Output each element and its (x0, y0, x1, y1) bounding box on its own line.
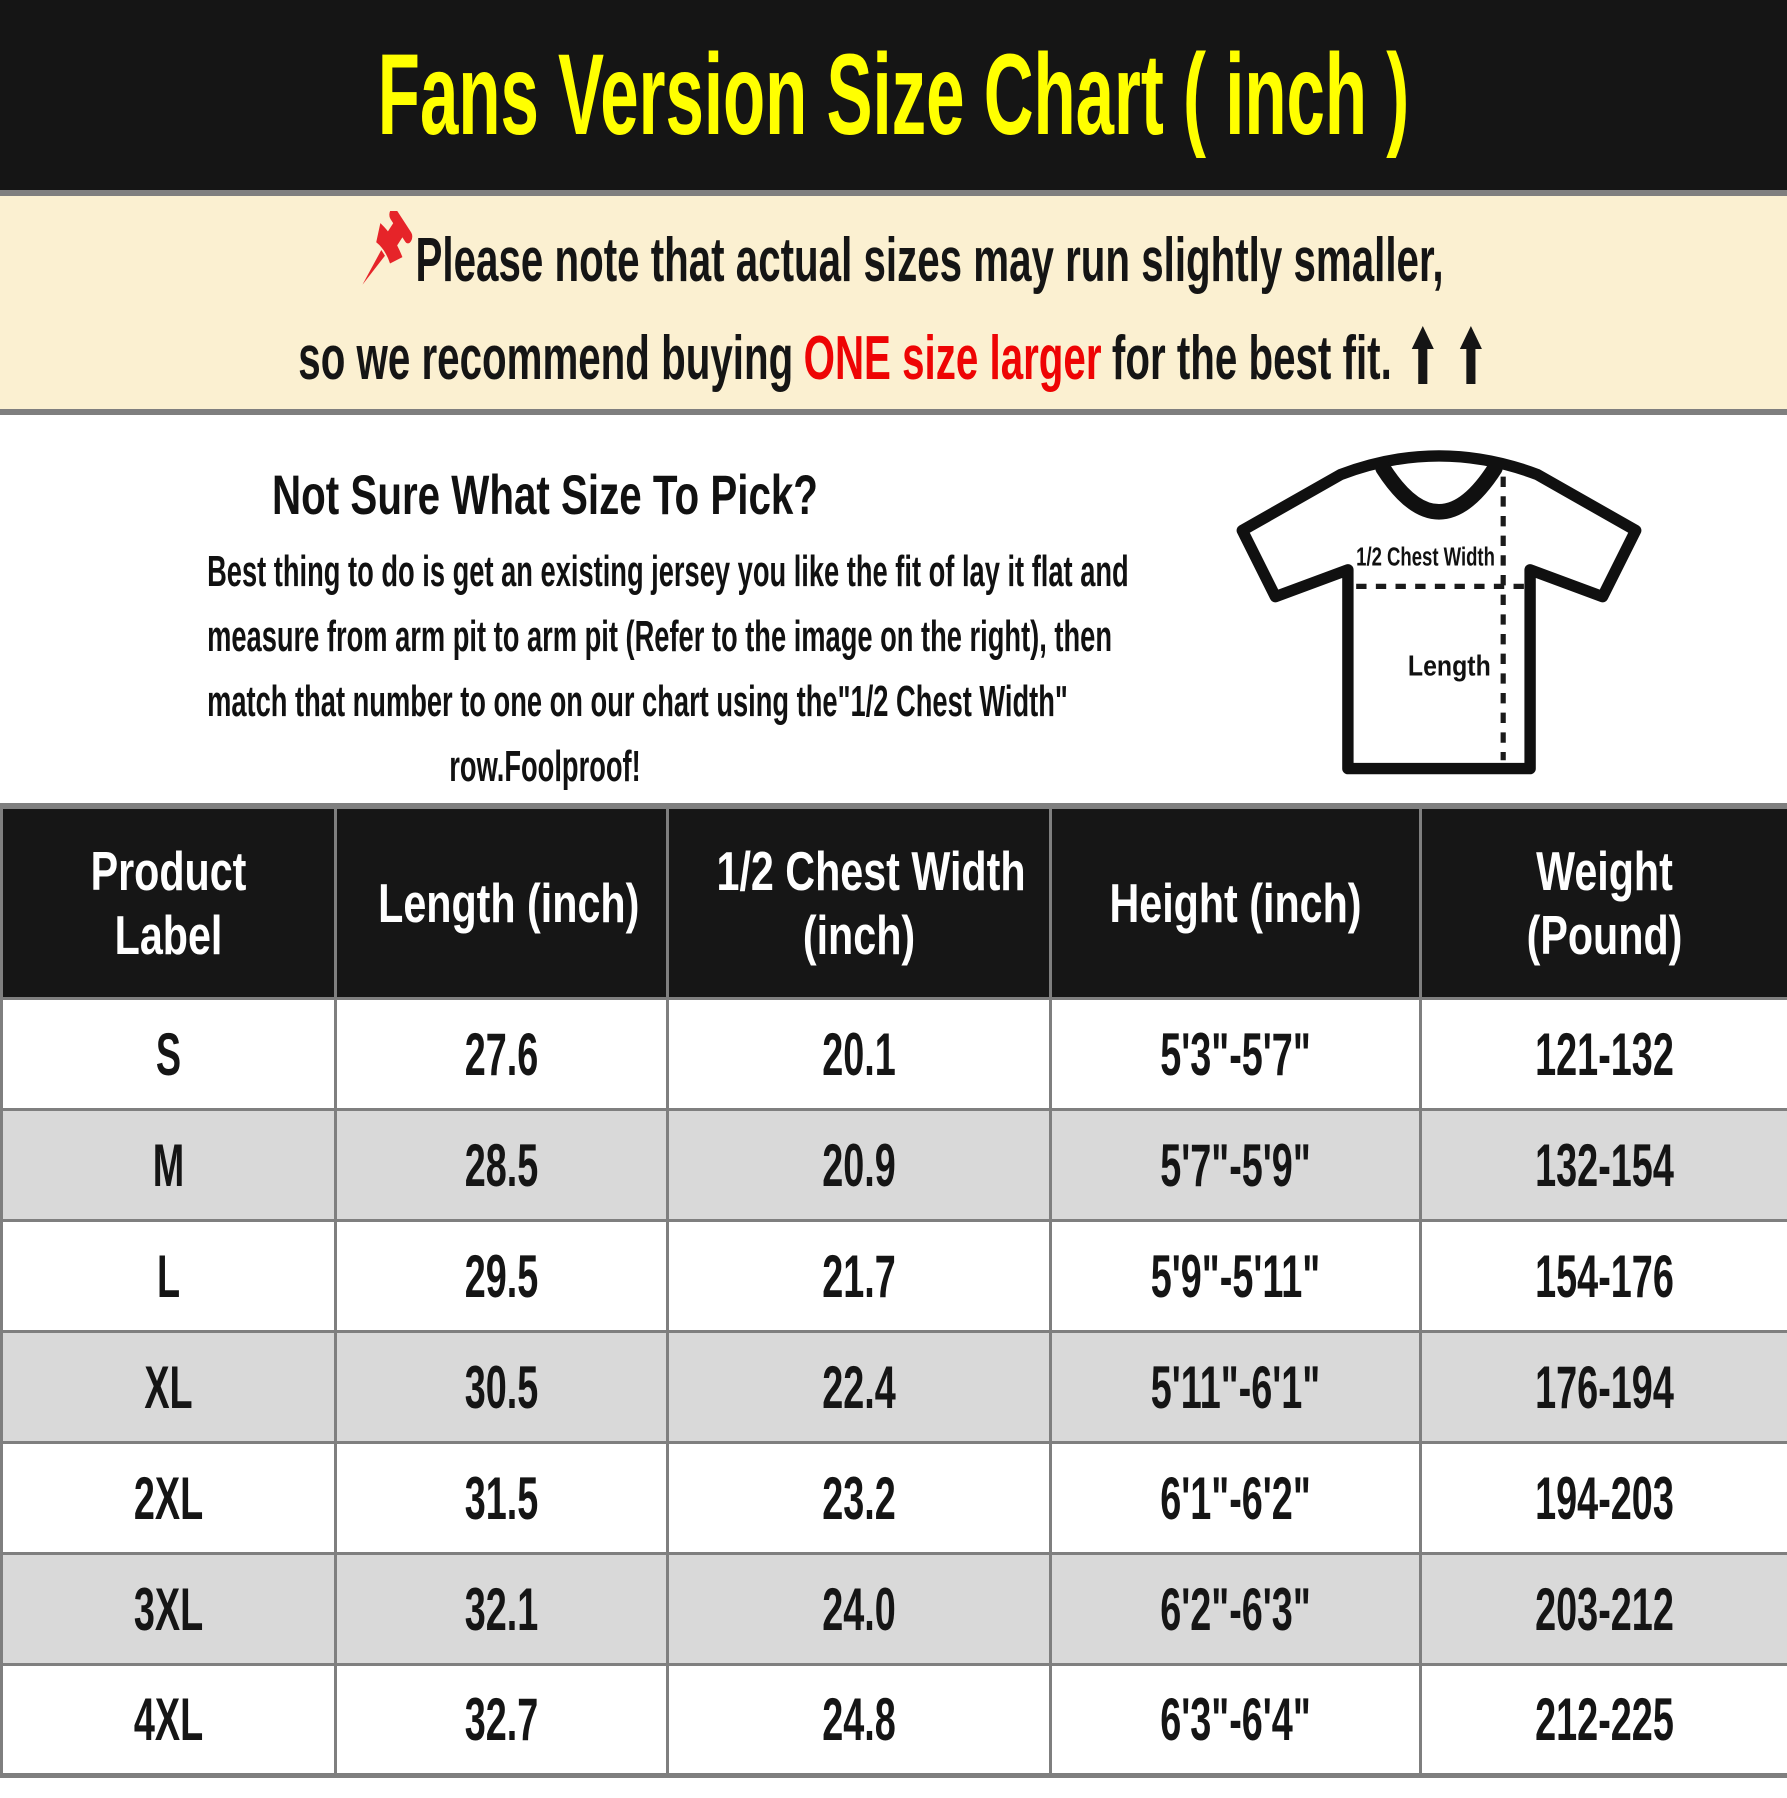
cell-length: 32.7 (334, 1663, 669, 1777)
cell-length: 27.6 (334, 997, 669, 1111)
separator (0, 190, 1787, 196)
cell-size-label: XL (0, 1330, 337, 1444)
cell-half-chest: 23.2 (666, 1441, 1052, 1555)
cell-length: 30.5 (334, 1330, 669, 1444)
separator (0, 803, 1787, 806)
pushpin-icon (362, 207, 412, 285)
note-line-2: so we recommend buying ONE size larger for… (299, 323, 1489, 394)
cell-height: 6'2"-6'3" (1049, 1552, 1422, 1666)
cell-half-chest: 24.0 (666, 1552, 1052, 1666)
header-line: (Pound) (1526, 904, 1683, 966)
table-row: S 27.6 20.1 5'3"-5'7" 121-132 (0, 997, 1787, 1111)
guide-text-block: Not Sure What Size To Pick? Best thing t… (0, 415, 1129, 803)
cell-height: 5'7"-5'9" (1049, 1108, 1422, 1222)
guide-line: Best thing to do is get an existing jers… (207, 547, 1129, 596)
cell-height: 5'3"-5'7" (1049, 997, 1422, 1111)
up-arrow-icon (1412, 326, 1435, 384)
guide-heading: Not Sure What Size To Pick? (272, 463, 818, 526)
cell-size-label: M (0, 1108, 337, 1222)
cell-length: 31.5 (334, 1441, 669, 1555)
header-line: Label (114, 904, 223, 966)
header-line: Product (90, 840, 247, 902)
guide-line: match that number to one on our chart us… (207, 677, 1068, 726)
col-header-length: Length (inch) (334, 806, 669, 1000)
cell-length: 29.5 (334, 1219, 669, 1333)
cell-length: 32.1 (334, 1552, 669, 1666)
guide-line: row.Foolproof! (449, 742, 641, 791)
note-banner: Please note that actual sizes may run sl… (0, 196, 1787, 409)
table-row: 4XL 32.7 24.8 6'3"-6'4" 212-225 (0, 1663, 1787, 1777)
length-label: Length (1407, 650, 1490, 682)
note-text-2-prefix: so we recommend buying (298, 324, 794, 393)
cell-half-chest: 22.4 (666, 1330, 1052, 1444)
table-row: L 29.5 21.7 5'9"-5'11" 154-176 (0, 1219, 1787, 1333)
table-header-row: Product Label Length (inch) 1/2 Chest Wi… (0, 806, 1787, 1000)
tshirt-outline (1236, 450, 1641, 775)
cell-length: 28.5 (334, 1108, 669, 1222)
cell-half-chest: 24.8 (666, 1663, 1052, 1777)
cell-weight: 203-212 (1419, 1552, 1787, 1666)
col-header-product-label: Product Label (0, 806, 337, 1000)
cell-size-label: 4XL (0, 1663, 337, 1777)
title-bar: Fans Version Size Chart ( inch ) (0, 0, 1787, 190)
cell-weight: 212-225 (1419, 1663, 1787, 1777)
up-arrow-icon (1460, 326, 1483, 384)
page-title: Fans Version Size Chart ( inch ) (377, 31, 1410, 159)
guide-diagram-block: 1/2 Chest Width Length (1090, 415, 1787, 803)
tshirt-measurement-diagram: 1/2 Chest Width Length (1236, 450, 1641, 775)
header-line: Height (inch) (1109, 872, 1362, 934)
note-text-2-suffix: for the best fit. (1112, 324, 1393, 393)
cell-height: 6'1"-6'2" (1049, 1441, 1422, 1555)
note-line-1: Please note that actual sizes may run sl… (344, 207, 1444, 297)
tshirt-collar (1374, 460, 1503, 520)
col-header-height: Height (inch) (1049, 806, 1422, 1000)
note-text-1: Please note that actual sizes may run sl… (415, 226, 1444, 295)
table-row: XL 30.5 22.4 5'11"-6'1" 176-194 (0, 1330, 1787, 1444)
size-guide-section: Not Sure What Size To Pick? Best thing t… (0, 415, 1787, 803)
table-row: 3XL 32.1 24.0 6'2"-6'3" 203-212 (0, 1552, 1787, 1666)
cell-size-label: 2XL (0, 1441, 337, 1555)
note-highlight: ONE size larger (803, 324, 1102, 393)
cell-height: 5'9"-5'11" (1049, 1219, 1422, 1333)
cell-size-label: L (0, 1219, 337, 1333)
cell-size-label: S (0, 997, 337, 1111)
cell-weight: 176-194 (1419, 1330, 1787, 1444)
size-chart-table: Product Label Length (inch) 1/2 Chest Wi… (0, 806, 1787, 1778)
cell-weight: 154-176 (1419, 1219, 1787, 1333)
cell-half-chest: 20.1 (666, 997, 1052, 1111)
cell-height: 5'11"-6'1" (1049, 1330, 1422, 1444)
guide-line: measure from arm pit to arm pit (Refer t… (207, 612, 1112, 661)
table-row: M 28.5 20.9 5'7"-5'9" 132-154 (0, 1108, 1787, 1222)
header-line: Weight (1536, 840, 1673, 902)
cell-half-chest: 21.7 (666, 1219, 1052, 1333)
header-line: 1/2 Chest Width (716, 840, 1026, 902)
header-line: Length (inch) (378, 872, 640, 934)
cell-weight: 194-203 (1419, 1441, 1787, 1555)
col-header-half-chest: 1/2 Chest Width (inch) (666, 806, 1052, 1000)
cell-half-chest: 20.9 (666, 1108, 1052, 1222)
col-header-weight: Weight (Pound) (1419, 806, 1787, 1000)
header-line: (inch) (802, 904, 916, 966)
table-row: 2XL 31.5 23.2 6'1"-6'2" 194-203 (0, 1441, 1787, 1555)
cell-weight: 121-132 (1419, 997, 1787, 1111)
separator (0, 409, 1787, 415)
cell-height: 6'3"-6'4" (1049, 1663, 1422, 1777)
cell-size-label: 3XL (0, 1552, 337, 1666)
chest-width-label: 1/2 Chest Width (1356, 544, 1495, 572)
cell-weight: 132-154 (1419, 1108, 1787, 1222)
